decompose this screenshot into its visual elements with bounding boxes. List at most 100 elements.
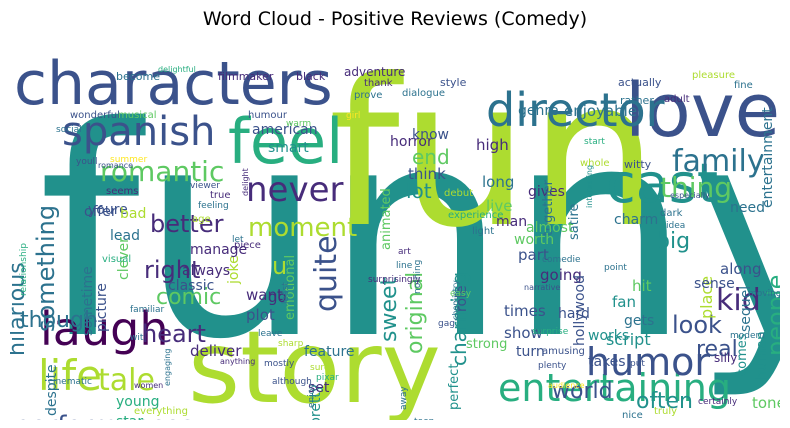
word-lot: lot bbox=[406, 179, 432, 203]
word-people: people bbox=[762, 275, 780, 356]
word-wit: wit bbox=[130, 333, 144, 343]
word-silly: silly bbox=[714, 351, 737, 365]
word-thing: thing bbox=[660, 171, 732, 204]
word-feeling: feeling bbox=[198, 201, 229, 211]
word-world: world bbox=[552, 379, 613, 404]
word-strong: strong bbox=[466, 337, 507, 352]
word-works: works bbox=[588, 328, 629, 344]
word-surprisingly: surprisingly bbox=[368, 275, 421, 285]
word-mostly: mostly bbox=[264, 359, 295, 369]
word-thank: thank bbox=[364, 78, 393, 89]
word-real: real bbox=[696, 337, 738, 362]
word-story: story bbox=[188, 309, 441, 420]
word-role: role bbox=[454, 285, 470, 312]
word-enjoyable: enjoyable bbox=[564, 102, 637, 120]
word-horror: horror bbox=[390, 134, 433, 150]
word-hollywood: hollywood bbox=[572, 275, 588, 346]
word-theres: theres bbox=[352, 418, 453, 420]
word-though: though bbox=[20, 308, 98, 333]
word-away: away bbox=[399, 386, 409, 410]
word-teen: teen bbox=[414, 417, 434, 420]
word-piece: piece bbox=[234, 240, 261, 251]
word-everything: everything bbox=[134, 406, 188, 417]
word-truly: truly bbox=[654, 406, 677, 417]
word-going: going bbox=[540, 266, 582, 284]
word-cinematic: cinematic bbox=[48, 377, 92, 387]
word-satire: satire bbox=[567, 203, 582, 240]
word-perfect: perfect bbox=[447, 364, 462, 410]
word-hit: hit bbox=[632, 277, 652, 295]
word-takes: takes bbox=[588, 354, 626, 370]
word-whole: whole bbox=[580, 158, 610, 169]
word-adult: adult bbox=[664, 94, 690, 105]
word-pixar: pixar bbox=[316, 373, 339, 383]
word-youre: youre bbox=[88, 202, 128, 218]
word-social: social bbox=[56, 125, 82, 135]
word-go: go bbox=[268, 288, 287, 306]
word-entertaining: entertaining bbox=[498, 366, 731, 410]
chart-title: Word Cloud - Positive Reviews (Comedy) bbox=[202, 8, 588, 30]
word-moment: moment bbox=[248, 213, 357, 243]
word-women: women bbox=[134, 381, 163, 390]
word-start: start bbox=[584, 137, 605, 147]
word-original: original bbox=[403, 272, 428, 354]
word-want: want bbox=[246, 286, 283, 304]
word-dark: dark bbox=[660, 208, 683, 219]
word-picture: picture bbox=[94, 283, 110, 332]
word-girl: girl bbox=[346, 111, 360, 121]
word-comedie: comedie bbox=[542, 255, 581, 265]
word-spanish: spanish bbox=[62, 109, 215, 155]
word-long: long bbox=[482, 173, 514, 191]
word-cloud: funny fun story characters love feel laugh dire… bbox=[10, 36, 780, 420]
word-actually: actually bbox=[618, 76, 662, 89]
word-dialogue: dialogue bbox=[402, 88, 445, 99]
word-line: line bbox=[396, 261, 413, 271]
word-point: point bbox=[604, 263, 627, 273]
word-lead: lead bbox=[110, 228, 140, 244]
word-wonderful: wonderful bbox=[70, 110, 120, 121]
word-humor: humor bbox=[586, 340, 710, 384]
word-hilarious: hilarious bbox=[10, 262, 30, 356]
word-prove: prove bbox=[354, 90, 382, 101]
word-despite: despite bbox=[44, 364, 60, 416]
word-laugh: laugh bbox=[40, 302, 168, 356]
word-age: age bbox=[192, 214, 211, 225]
word-manage: manage bbox=[190, 242, 247, 258]
word-cast: cast bbox=[606, 152, 718, 215]
word-anything: anything bbox=[220, 357, 255, 366]
word-young: young bbox=[116, 394, 159, 410]
word-think: think bbox=[408, 165, 446, 183]
word-offer: offer bbox=[84, 204, 117, 220]
word-black: black bbox=[296, 70, 326, 83]
word-american: american bbox=[252, 122, 318, 138]
word-performances: performances bbox=[14, 411, 194, 420]
word-something: something bbox=[32, 205, 60, 332]
word-pleasure: pleasure bbox=[692, 70, 735, 81]
word-let: let bbox=[232, 235, 244, 245]
word-along: along bbox=[720, 260, 762, 278]
word-heart: heart bbox=[142, 320, 206, 348]
word-narrative: narrative bbox=[524, 283, 560, 292]
word-script: script bbox=[606, 330, 651, 349]
word-delightful: delightful bbox=[158, 65, 196, 74]
word-never: never bbox=[246, 170, 344, 210]
word-kid: kid bbox=[716, 283, 761, 318]
word-u: u bbox=[272, 252, 287, 280]
word-summer: summer bbox=[110, 155, 147, 165]
word-emotional: emotional bbox=[283, 255, 298, 320]
word-amusing: amusing bbox=[542, 346, 585, 357]
word-man: man bbox=[496, 214, 527, 230]
word-nice: nice bbox=[622, 410, 643, 420]
word-comic: comic bbox=[156, 285, 221, 310]
word-star: star bbox=[116, 414, 143, 420]
word-easy: easy bbox=[450, 289, 472, 299]
word-relationship: relationship bbox=[19, 243, 29, 296]
word-bad: bad bbox=[120, 206, 146, 222]
word-certainly: certainly bbox=[698, 397, 738, 407]
word-right: right bbox=[144, 256, 200, 284]
word-together: together bbox=[541, 179, 556, 236]
word-sense: sense bbox=[694, 276, 735, 292]
word-feel: feel bbox=[228, 105, 343, 178]
word-visual: visual bbox=[102, 254, 131, 265]
word-modern: modern bbox=[730, 331, 765, 341]
